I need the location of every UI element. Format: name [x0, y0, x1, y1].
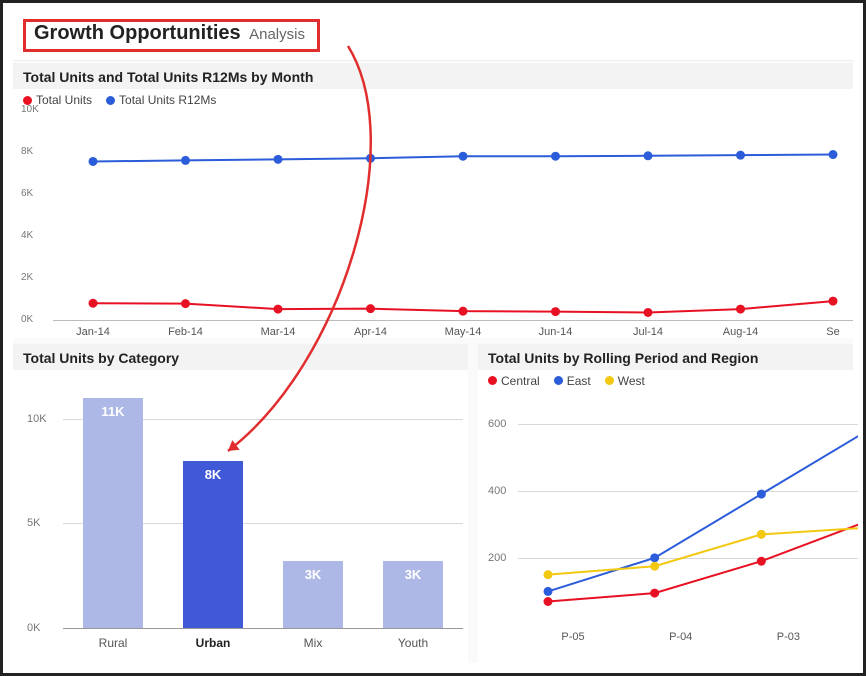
line-chart-title: Total Units and Total Units R12Ms by Mon… [13, 63, 853, 89]
bar-value-label: 11K [101, 404, 124, 419]
x-tick-label: Apr-14 [354, 326, 387, 338]
x-tick-label: Mar-14 [261, 326, 296, 338]
region-chart-title: Total Units by Rolling Period and Region [478, 344, 853, 370]
bar-value-label: 3K [305, 567, 322, 582]
bar-chart-title: Total Units by Category [13, 344, 468, 370]
x-tick-label: Feb-14 [168, 326, 203, 338]
x-tick-label: P-05 [561, 631, 584, 643]
legend-item[interactable]: West [605, 374, 645, 388]
x-tick-label: Aug-14 [723, 326, 758, 338]
x-tick-label: Jun-14 [539, 326, 573, 338]
region-chart-panel[interactable]: Total Units by Rolling Period and Region… [478, 344, 853, 668]
x-tick-label: P-04 [669, 631, 692, 643]
bar-chart-plot: 0K 5K 10K 11K Rural 8K Urban 3K Mix 3K Youth [13, 378, 468, 668]
bar[interactable]: 8K [183, 461, 243, 628]
x-tick-label: Se [826, 326, 839, 338]
bar-value-label: 3K [405, 567, 422, 582]
page-subtitle: Analysis [249, 26, 305, 43]
legend-item[interactable]: Central [488, 374, 540, 388]
region-chart-legend: Central East West [478, 370, 853, 391]
page-title: Growth Opportunities [34, 22, 241, 44]
line-chart-plot: 0K2K4K6K8K10KJan-14Feb-14Mar-14Apr-14May… [13, 110, 853, 338]
x-tick-label: Mix [304, 636, 323, 650]
y-tick-label: 0K [27, 622, 40, 634]
x-tick-label: Youth [398, 636, 428, 650]
dashboard-content: Growth Opportunities Analysis Total Unit… [13, 13, 853, 663]
line-chart-panel[interactable]: Total Units and Total Units R12Ms by Mon… [13, 63, 853, 338]
x-tick-label: Urban [196, 636, 231, 650]
x-tick-label: P-03 [777, 631, 800, 643]
region-chart-plot: 200400600P-05P-04P-03 [478, 390, 853, 648]
x-tick-label: Jan-14 [76, 326, 110, 338]
legend-item[interactable]: Total Units R12Ms [106, 93, 216, 107]
bar-chart-panel[interactable]: Total Units by Category 0K 5K 10K 11K Rural 8… [13, 344, 468, 668]
x-tick-label: Jul-14 [633, 326, 663, 338]
y-tick-label: 10K [27, 413, 47, 425]
bar[interactable]: 3K [383, 561, 443, 628]
bar[interactable]: 11K [83, 398, 143, 627]
legend-item[interactable]: East [554, 374, 591, 388]
line-chart-legend: Total UnitsTotal Units R12Ms [13, 89, 853, 110]
x-tick-label: Rural [99, 636, 128, 650]
y-tick-label: 5K [27, 517, 40, 529]
x-tick-label: May-14 [445, 326, 482, 338]
app-frame: Growth Opportunities Analysis Total Unit… [0, 0, 866, 676]
bar[interactable]: 3K [283, 561, 343, 628]
bar-value-label: 8K [205, 467, 222, 482]
title-highlight-box: Growth Opportunities Analysis [23, 19, 320, 52]
title-bar: Growth Opportunities Analysis [13, 13, 853, 61]
